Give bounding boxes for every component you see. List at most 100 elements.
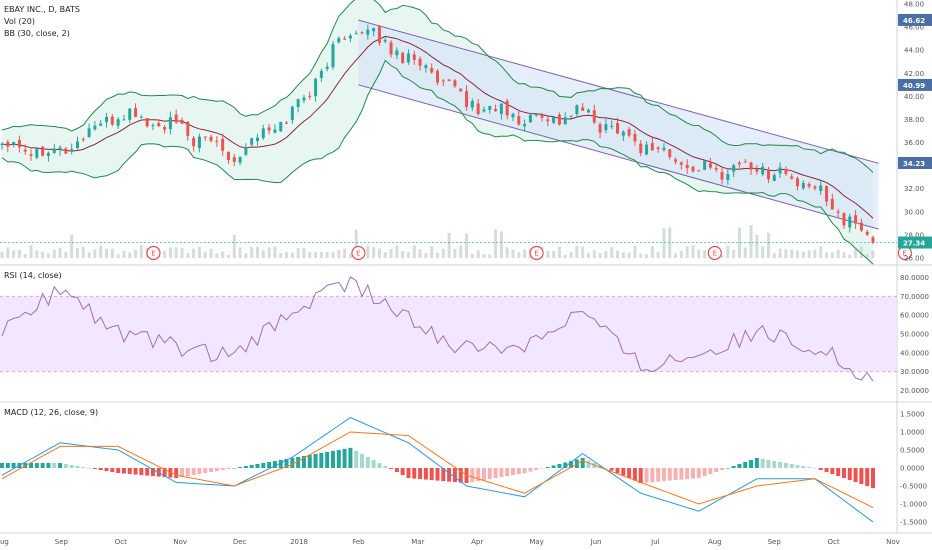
volume-bar xyxy=(627,252,631,258)
macd-histogram-bar xyxy=(127,468,132,475)
macd-histogram-bar xyxy=(522,468,527,474)
volume-bar xyxy=(250,247,254,258)
volume-bar xyxy=(23,253,27,258)
volume-bar xyxy=(726,245,730,258)
macd-tick-label: 0.5000 xyxy=(900,447,925,455)
volume-bar xyxy=(6,247,10,258)
candle-body xyxy=(12,141,16,145)
volume-bar xyxy=(186,253,190,258)
volume-bar xyxy=(17,249,21,258)
volume-bar xyxy=(697,249,701,258)
channel-lower-line[interactable] xyxy=(358,84,879,230)
macd-histogram-bar xyxy=(11,462,16,468)
macd-tick-label: 1.0000 xyxy=(900,429,925,437)
macd-histogram-bar xyxy=(621,468,626,476)
candle-body xyxy=(610,125,614,127)
x-axis-label: Aug xyxy=(708,538,722,546)
volume-bar xyxy=(58,247,62,258)
candle-body xyxy=(488,106,492,110)
macd-histogram-bar xyxy=(801,465,806,468)
price-tick-label: 28.00 xyxy=(904,231,924,239)
candle-body xyxy=(17,139,21,148)
candle-body xyxy=(592,110,596,123)
rsi-tick-label: 20.0000 xyxy=(900,387,929,395)
volume-bar xyxy=(650,246,654,258)
earnings-marker[interactable] xyxy=(351,245,366,261)
volume-bar xyxy=(302,247,306,258)
rsi-tick-label: 50.0000 xyxy=(900,331,929,339)
candle-body xyxy=(650,143,654,151)
macd-histogram-bar xyxy=(104,468,109,472)
volume-bar xyxy=(737,227,741,258)
candle-body xyxy=(29,154,33,156)
volume-bar xyxy=(93,249,97,258)
macd-histogram-bar xyxy=(191,468,196,476)
candle-body xyxy=(116,119,120,126)
macd-histogram-bar xyxy=(458,468,463,483)
candle-body xyxy=(6,141,10,147)
volume-bar xyxy=(99,245,103,258)
volume-bar xyxy=(383,252,387,258)
volume-bar xyxy=(331,252,335,258)
candle-body xyxy=(139,116,143,118)
macd-tick-label: 0.0000 xyxy=(900,465,925,473)
volume-bar xyxy=(232,234,236,258)
volume-bar xyxy=(447,232,451,258)
channel-upper-line[interactable] xyxy=(358,19,879,164)
candle-body xyxy=(52,148,56,154)
candle-body xyxy=(540,114,544,118)
candle-body xyxy=(708,163,712,168)
macd-histogram-bar xyxy=(551,465,556,468)
macd-histogram-bar xyxy=(400,468,405,476)
macd-histogram-bar xyxy=(603,468,608,469)
macd-histogram-bar xyxy=(46,462,51,468)
candle-body xyxy=(174,114,178,123)
volume-bar xyxy=(128,252,132,258)
macd-histogram-bar xyxy=(435,468,440,481)
macd-histogram-bar xyxy=(609,468,614,471)
macd-histogram-bar xyxy=(505,468,510,477)
volume-bar xyxy=(441,248,445,258)
candle-body xyxy=(505,100,509,116)
macd-histogram-bar xyxy=(749,459,754,468)
volume-bar xyxy=(656,251,660,258)
macd-histogram-bar xyxy=(818,468,823,471)
volume-bar xyxy=(163,250,167,258)
earnings-marker[interactable] xyxy=(707,245,722,261)
volume-bar xyxy=(35,250,39,258)
chart-main-layer xyxy=(0,0,879,523)
macd-histogram-bar xyxy=(754,457,759,468)
candle-body xyxy=(871,237,875,243)
candle-body xyxy=(412,54,416,60)
candle-body xyxy=(372,28,376,32)
candle-body xyxy=(302,97,306,101)
candle-body xyxy=(145,118,149,127)
volume-bar xyxy=(476,250,480,258)
macd-tick-label: -0.5000 xyxy=(900,483,927,491)
candle-body xyxy=(279,121,283,132)
macd-histogram-bar xyxy=(174,468,179,479)
macd-histogram-bar xyxy=(708,468,713,475)
macd-histogram-bar xyxy=(528,468,533,472)
rsi-tick-label: 30.0000 xyxy=(900,368,929,376)
volume-bar xyxy=(639,253,643,258)
candle-body xyxy=(105,116,109,123)
candle-body xyxy=(221,138,225,151)
candle-body xyxy=(726,174,730,180)
macd-histogram-bar xyxy=(470,468,475,483)
earnings-marker[interactable] xyxy=(529,245,544,261)
volume-bar xyxy=(459,245,463,258)
macd-histogram-bar xyxy=(203,468,208,474)
volume-bar xyxy=(830,252,834,258)
candle-body xyxy=(0,143,4,146)
price-badge-label: 40.99 xyxy=(903,82,925,90)
macd-histogram-bar xyxy=(580,457,585,468)
earnings-marker[interactable] xyxy=(146,245,161,261)
volume-bar xyxy=(209,248,213,258)
candle-body xyxy=(604,124,608,131)
candle-body xyxy=(81,139,85,141)
macd-histogram-bar xyxy=(824,468,829,473)
bollinger-legend: BB (30, close, 2) xyxy=(4,29,70,38)
candle-body xyxy=(459,88,463,92)
